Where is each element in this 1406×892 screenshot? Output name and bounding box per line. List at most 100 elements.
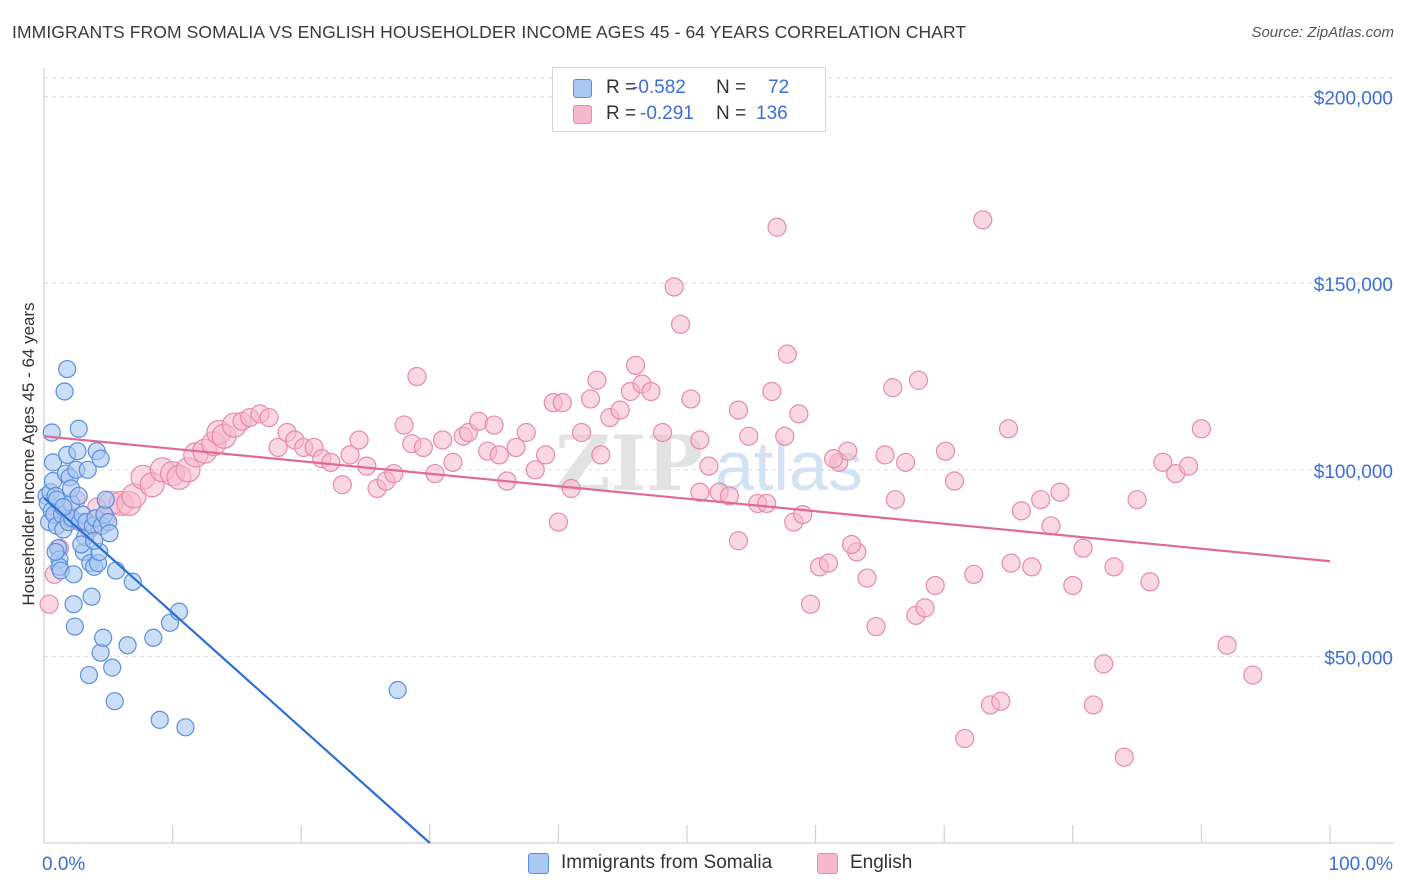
english-point	[762, 381, 782, 402]
english-point	[800, 594, 821, 614]
english-point	[739, 426, 759, 446]
english-point	[552, 393, 572, 413]
english-point	[818, 553, 839, 573]
english-point	[681, 389, 701, 409]
english-point	[728, 531, 749, 551]
english-point	[1011, 501, 1031, 521]
somalia-point	[85, 531, 104, 550]
english-point	[664, 277, 684, 297]
english-point	[719, 486, 740, 506]
english-point	[321, 452, 341, 472]
english-point	[875, 445, 895, 465]
y-axis-label: Householder Income Ages 45 - 64 years	[19, 302, 38, 605]
y-tick-label: $50,000	[1324, 648, 1393, 669]
trend-lines	[43, 435, 1331, 844]
english-point	[548, 512, 569, 532]
english-trend-line	[43, 435, 1331, 563]
somalia-point	[118, 636, 137, 655]
n-label: N =	[716, 103, 747, 124]
legend-item-english: English	[817, 852, 912, 874]
legend-row-somalia: R = -0.582 N = 72	[573, 76, 789, 100]
somalia-point	[69, 486, 88, 506]
english-point	[998, 419, 1019, 439]
english-point	[268, 437, 288, 458]
english-point	[610, 400, 630, 420]
somalia-point	[123, 572, 142, 591]
r-label: R =	[606, 77, 637, 98]
somalia-point	[100, 524, 119, 543]
y-tick-label: $150,000	[1314, 275, 1393, 296]
english-point	[991, 691, 1011, 711]
english-swatch	[817, 852, 838, 874]
somalia-point	[91, 643, 110, 662]
english-point	[384, 463, 404, 484]
english-point	[925, 575, 945, 596]
english-point	[1001, 553, 1021, 573]
english-point	[944, 471, 965, 491]
english-point	[964, 564, 984, 584]
english-point	[699, 456, 719, 476]
somalia-point	[105, 692, 124, 711]
english-point	[1050, 482, 1070, 502]
english-point	[625, 355, 646, 375]
n-value: 72	[768, 77, 790, 98]
english-point	[883, 378, 903, 398]
axes	[43, 68, 1394, 844]
english-point	[259, 407, 279, 428]
somalia-point	[106, 561, 126, 580]
english-point	[670, 314, 691, 334]
english-point	[571, 422, 592, 443]
english-point	[915, 598, 935, 618]
somalia-swatch	[573, 78, 592, 98]
english-point	[580, 389, 601, 409]
english-point	[413, 437, 433, 458]
english-point	[591, 445, 611, 465]
english-point	[767, 217, 787, 237]
somalia-point	[46, 542, 65, 562]
english-point	[489, 445, 509, 465]
english-point	[433, 430, 453, 450]
english-swatch	[573, 104, 592, 124]
grid-lines	[44, 77, 1394, 657]
english-points	[39, 210, 1263, 767]
somalia-point	[54, 498, 73, 517]
y-tick-label: $100,000	[1314, 462, 1393, 483]
chart-title: IMMIGRANTS FROM SOMALIA VS ENGLISH HOUSE…	[12, 22, 967, 42]
r-label: R =	[606, 103, 637, 124]
legend-label-somalia: Immigrants from Somalia	[561, 852, 773, 873]
english-point	[516, 422, 536, 443]
english-point	[443, 452, 463, 472]
english-point	[525, 460, 545, 480]
r-value: -0.291	[640, 103, 694, 124]
axis-labels: $50,000 $100,000 $150,000 $200,000 0.0% 100.0…	[19, 89, 1393, 875]
english-point	[1153, 452, 1173, 472]
somalia-point	[79, 665, 99, 685]
y-tick-label: $200,000	[1314, 89, 1393, 110]
english-point	[407, 366, 427, 387]
somalia-point	[91, 449, 110, 468]
somalia-point	[55, 382, 74, 401]
somalia-point	[65, 617, 84, 636]
english-point	[587, 370, 607, 390]
english-point	[1104, 557, 1124, 577]
english-point	[935, 441, 956, 461]
english-point	[1073, 538, 1093, 558]
english-point	[349, 430, 369, 450]
correlation-legend: R = -0.582 N = 72 R = -0.291 N = 136	[552, 67, 826, 132]
english-point	[484, 415, 504, 435]
somalia-swatch	[528, 852, 549, 874]
somalia-point	[43, 453, 63, 472]
english-point	[394, 415, 414, 435]
n-value: 136	[756, 103, 788, 124]
somalia-point	[176, 718, 195, 737]
somalia-point	[82, 587, 101, 606]
english-point	[1140, 572, 1160, 592]
english-point	[842, 534, 862, 555]
english-point	[535, 445, 556, 465]
somalia-point	[103, 658, 122, 677]
english-point	[652, 422, 673, 443]
somalia-point	[96, 490, 115, 509]
somalia-points	[37, 359, 407, 737]
english-point	[857, 568, 877, 588]
source-label: Source: ZipAtlas.com	[1251, 24, 1394, 41]
